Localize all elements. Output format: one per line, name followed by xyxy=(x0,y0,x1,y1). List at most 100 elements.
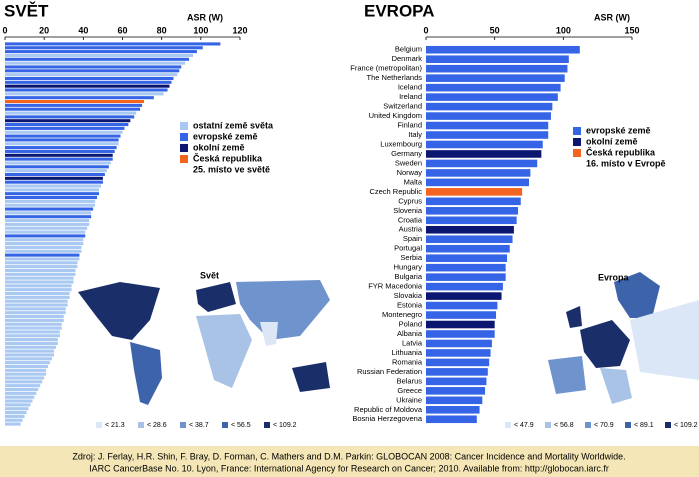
bar xyxy=(5,149,115,153)
bar xyxy=(5,265,78,269)
bar xyxy=(5,230,86,234)
y-tick-label: Hungary xyxy=(394,263,423,272)
y-tick-label: Germany xyxy=(391,149,422,158)
bar xyxy=(5,107,141,111)
bar xyxy=(5,192,99,196)
bar xyxy=(426,197,521,206)
y-tick-label: Iceland xyxy=(398,83,422,92)
bar xyxy=(5,411,27,415)
bar xyxy=(426,273,506,281)
bar xyxy=(5,303,68,307)
bar xyxy=(426,216,517,225)
map-legend-swatch xyxy=(585,422,591,428)
y-tick-label: Bosnia Herzegovena xyxy=(352,414,422,423)
bar xyxy=(5,176,103,180)
bar xyxy=(426,102,553,111)
bar xyxy=(426,121,549,130)
y-tick-label: Bulgaria xyxy=(394,272,422,281)
annotation: 16. místo v Evropě xyxy=(586,158,666,168)
axis-label: ASR (W) xyxy=(187,12,223,22)
y-tick-label: Republic of Moldova xyxy=(354,405,423,414)
bar xyxy=(5,361,51,365)
legend-label: Česká republika xyxy=(193,152,263,163)
legend-swatch xyxy=(573,127,581,135)
y-tick-label: Albania xyxy=(397,329,423,338)
bar xyxy=(5,126,125,130)
bar xyxy=(426,349,491,357)
bar xyxy=(5,399,33,403)
x-tick-label: 50 xyxy=(490,25,500,35)
map-legend-swatch xyxy=(625,422,631,428)
bar xyxy=(426,140,543,149)
bar xyxy=(426,178,529,187)
bar xyxy=(5,380,43,384)
y-tick-label: Czech Republic xyxy=(369,187,422,196)
bar xyxy=(5,184,101,188)
legend-swatch xyxy=(573,149,581,157)
y-tick-label: Switzerland xyxy=(383,102,422,111)
y-tick-label: Spain xyxy=(403,234,422,243)
bar xyxy=(5,418,23,422)
map-legend-label: < 109.2 xyxy=(273,422,297,429)
bar xyxy=(5,242,84,246)
bar xyxy=(5,142,119,146)
bar xyxy=(426,387,486,395)
bar xyxy=(5,211,92,215)
bar xyxy=(426,150,542,158)
europe-map xyxy=(548,272,699,404)
bar xyxy=(5,353,54,357)
x-tick-label: 100 xyxy=(556,25,571,35)
legend-swatch xyxy=(180,144,188,152)
bar xyxy=(5,315,64,319)
bar xyxy=(426,415,477,424)
x-tick-label: 60 xyxy=(117,25,127,35)
bar xyxy=(5,76,174,81)
y-tick-label: Romania xyxy=(392,357,423,366)
bar xyxy=(5,299,68,303)
bar xyxy=(426,45,580,54)
bar xyxy=(5,84,170,88)
x-tick-label: 0 xyxy=(2,25,7,35)
bar xyxy=(426,225,514,234)
map-legend-label: < 70.9 xyxy=(594,422,614,429)
x-tick-label: 40 xyxy=(78,25,88,35)
bar xyxy=(5,99,145,104)
bar xyxy=(5,349,54,353)
bar xyxy=(5,372,47,376)
x-tick-label: 20 xyxy=(39,25,49,35)
bar xyxy=(426,188,523,196)
y-tick-label: Greece xyxy=(397,386,422,395)
bar xyxy=(426,131,549,139)
y-tick-label: Estonia xyxy=(397,301,423,310)
bar xyxy=(426,320,495,329)
map-legend-label: < 21.3 xyxy=(105,422,125,429)
y-tick-label: Belgium xyxy=(395,45,422,54)
annotation: 25. místo ve světě xyxy=(193,164,270,174)
bar xyxy=(5,414,25,418)
x-tick-label: 80 xyxy=(157,25,167,35)
bar xyxy=(5,222,90,226)
bar xyxy=(5,134,121,138)
bar xyxy=(5,276,74,280)
bar xyxy=(426,311,497,319)
bar xyxy=(5,53,193,57)
chart-title: EVROPA xyxy=(364,1,435,20)
x-tick-label: 100 xyxy=(193,25,208,35)
bar xyxy=(5,307,66,311)
x-tick-label: 120 xyxy=(232,25,247,35)
y-tick-label: Portugal xyxy=(394,244,422,253)
bar xyxy=(5,338,58,342)
bar xyxy=(5,188,99,192)
bar xyxy=(5,80,172,84)
y-tick-label: Austria xyxy=(399,225,423,234)
y-tick-label: France (metropolitan) xyxy=(350,64,422,73)
map-legend-label: < 109.2 xyxy=(674,422,698,429)
legend-label: ostatní země světa xyxy=(193,120,274,130)
bar xyxy=(5,245,82,249)
bar xyxy=(5,57,190,61)
bar xyxy=(5,261,78,265)
map-legend-label: < 28.6 xyxy=(147,422,167,429)
bar xyxy=(5,169,107,173)
legend-label: Česká republika xyxy=(586,146,656,157)
bar xyxy=(426,263,506,272)
